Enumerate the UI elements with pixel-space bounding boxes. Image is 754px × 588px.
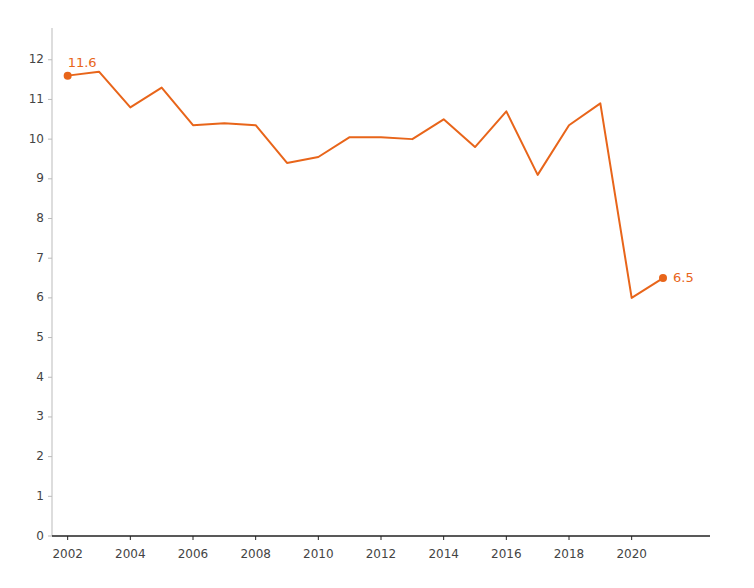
x-tick [255,536,256,540]
x-tick-label: 2006 [178,547,209,561]
y-tick [48,139,52,140]
annotations: 11.6 6.5 [68,55,694,285]
y-tick [48,536,52,537]
y-tick-label: 7 [36,251,44,265]
plot-area [64,72,667,298]
y-tick [48,218,52,219]
x-tick [631,536,632,540]
axes: 0123456789101112200220042006200820102012… [29,28,710,561]
y-tick-label: 1 [36,489,44,503]
y-tick-label: 8 [36,211,44,225]
y-tick-label: 0 [36,529,44,543]
x-tick-label: 2002 [52,547,83,561]
x-tick [67,536,68,540]
annotation: 6.5 [673,270,694,285]
chart-svg: 0123456789101112200220042006200820102012… [0,0,754,588]
y-tick-label: 4 [36,370,44,384]
y-tick-label: 3 [36,409,44,423]
y-tick [48,59,52,60]
y-tick-label: 10 [29,132,44,146]
x-tick-label: 2010 [303,547,334,561]
y-axis-line [52,28,53,536]
x-tick [443,536,444,540]
chart-container: 0123456789101112200220042006200820102012… [0,0,754,588]
y-tick [48,416,52,417]
y-tick-label: 12 [29,52,44,66]
x-tick [193,536,194,540]
x-tick-label: 2004 [115,547,146,561]
y-tick [48,337,52,338]
annotation: 11.6 [68,55,97,70]
x-tick-label: 2008 [240,547,271,561]
y-tick [48,297,52,298]
y-tick [48,258,52,259]
x-tick-label: 2012 [366,547,397,561]
y-tick [48,178,52,179]
x-tick [569,536,570,540]
y-tick [48,496,52,497]
x-tick-label: 2014 [428,547,459,561]
y-tick-label: 11 [29,92,44,106]
x-tick-label: 2018 [554,547,585,561]
x-tick-label: 2016 [491,547,522,561]
x-tick-label: 2020 [616,547,647,561]
line [68,72,663,298]
x-tick [381,536,382,540]
x-tick [506,536,507,540]
x-tick [318,536,319,540]
end-marker [64,72,72,80]
y-tick [48,377,52,378]
y-tick-label: 9 [36,171,44,185]
y-tick-label: 2 [36,449,44,463]
y-tick-label: 6 [36,290,44,304]
y-tick [48,456,52,457]
x-tick [130,536,131,540]
y-tick [48,99,52,100]
end-marker [659,274,667,282]
y-tick-label: 5 [36,330,44,344]
